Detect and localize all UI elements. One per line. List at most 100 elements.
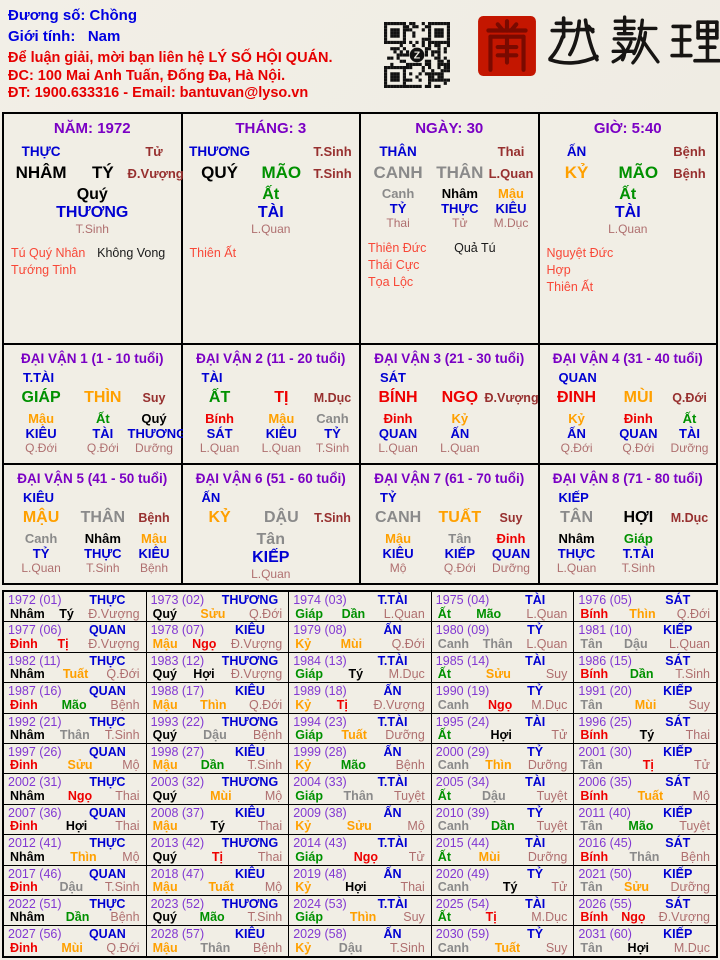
year-chi: Mão — [340, 758, 366, 773]
daivan-god: KIÊU — [23, 490, 55, 505]
year-god: TÀI — [525, 896, 546, 911]
year-label: 2022 (51) — [8, 896, 62, 911]
year-cell-line1: 1987 (16) QUAN — [4, 684, 146, 699]
year-state: Đ.Vượng — [230, 667, 283, 682]
year-cell: 1982 (11) THỰC Nhâm Tuất Q.Đới — [4, 652, 146, 683]
hidden-can: Bính — [205, 411, 234, 426]
year-label: 2012 (41) — [8, 836, 62, 851]
year-can: Mậu — [152, 697, 178, 712]
year-god: THƯƠNG — [221, 714, 279, 729]
year-cell-line1: 2031 (60) KIẾP — [574, 927, 716, 942]
year-cell-line1: 2010 (39) TỶ — [432, 806, 574, 821]
year-state: Tuyệt — [536, 788, 568, 803]
year-chi: Hợi — [65, 819, 88, 834]
year-cell-line2: Mậu Thân Bệnh — [147, 941, 289, 955]
hidden-can: Giáp — [623, 531, 653, 546]
hidden-stem: Ất TÀI Q.Đới — [78, 411, 127, 456]
daivan-main-row: ẤT TỊ M.Dục — [183, 389, 360, 407]
year-cell-line2: Bính Ngọ Đ.Vượng — [574, 911, 716, 924]
year-cell-line2: Mậu Ngọ Đ.Vượng — [147, 637, 289, 651]
year-label: 2018 (47) — [150, 866, 205, 881]
year-god: KIẾP — [663, 805, 693, 820]
pillar-can: CANH — [373, 163, 423, 182]
year-god: THỰC — [89, 836, 126, 851]
year-cell-line2: Canh Thìn Dưỡng — [432, 759, 574, 772]
daivan-title: ĐẠI VẬN 4 (31 - 40 tuổi) — [552, 351, 703, 366]
year-chi: Dậu — [203, 728, 227, 743]
daivan-can: ẤT — [208, 389, 231, 406]
hidden-god: T.TÀI — [622, 546, 654, 561]
year-god: ẤN — [383, 866, 402, 881]
year-state: Mộ — [264, 788, 283, 803]
year-label: 1981 (10) — [578, 623, 632, 638]
daivan-title: ĐẠI VẬN 8 (71 - 80 tuổi) — [552, 471, 703, 486]
year-god: ẤN — [383, 805, 402, 820]
hidden-can: Nhâm — [84, 531, 121, 546]
year-cell-line1: 2020 (49) TỶ — [432, 867, 574, 882]
year-state: L.Quan — [383, 606, 425, 621]
hidden-stem: Tân KIẾP Q.Đới — [435, 531, 484, 576]
pillar-god-row: THÂN Thai — [361, 144, 538, 159]
hidden-can: Mậu — [28, 411, 55, 426]
year-god: THƯƠNG — [221, 653, 279, 668]
year-cell-line2: Quý Tị Thai — [147, 850, 289, 864]
year-cell: 2010 (39) TỶ Canh Dần Tuyệt — [431, 804, 574, 835]
year-cell-line1: 2007 (36) QUAN — [4, 806, 146, 821]
year-cell-line2: Giáp Tý M.Dục — [289, 668, 431, 681]
year-state: Dưỡng — [527, 758, 568, 773]
year-state: Thai — [400, 880, 425, 895]
year-cell-line1: 1984 (13) T.TÀI — [289, 654, 431, 669]
year-label: 2016 (45) — [578, 836, 632, 851]
daivan-main-row: BÍNH NGỌ Đ.Vượng — [361, 389, 539, 407]
year-cell-line1: 1973 (02) THƯƠNG — [147, 593, 289, 608]
year-cell: 1983 (12) THƯƠNG Quý Hợi Đ.Vượng — [146, 652, 289, 683]
year-label: 1994 (23) — [293, 714, 347, 729]
year-state: Thai — [685, 728, 710, 743]
year-cell-line2: Ất Tị M.Dục — [432, 911, 574, 924]
year-cell: 1985 (14) TÀI Ất Sửu Suy — [431, 652, 574, 683]
year-cell-line1: 1978 (07) KIÊU — [147, 623, 289, 638]
year-state: Q.Đới — [391, 636, 425, 651]
year-cell: 1976 (05) SÁT Bính Thìn Q.Đới — [574, 592, 716, 622]
year-can: Bính — [580, 728, 609, 743]
year-god: TỶ — [527, 927, 544, 942]
year-can: Quý — [152, 910, 177, 925]
hidden-stem-group: Ất TÀI L.Quan — [540, 186, 717, 236]
year-chi: Dần — [491, 819, 515, 834]
year-god: ẤN — [383, 684, 402, 699]
hidden-god: KIÊU — [382, 546, 414, 561]
red-seal-icon — [477, 15, 537, 77]
year-chi: Thìn — [629, 606, 656, 621]
daivan-main-row: TÂN HỢI M.Dục — [540, 509, 717, 527]
daivan-chi: HỢI — [623, 509, 654, 526]
year-cell: 1994 (23) T.TÀI Giáp Tuất Dưỡng — [289, 713, 431, 743]
hidden-stem: Mậu KIÊU Mộ — [361, 531, 435, 576]
year-state: Suy — [545, 667, 568, 682]
star-label: Tọa Lộc — [368, 275, 414, 289]
pillar-title: NGÀY: 30 — [415, 120, 484, 137]
year-god: THƯƠNG — [221, 593, 279, 607]
year-cell: 2020 (49) TỶ Canh Tý Tử — [431, 865, 574, 895]
pillar-column-1: NĂM: 1972 THỰC Tử NHÂM TÝ Đ.Vượng Quý THƯƠNG T.S… — [4, 114, 184, 343]
year-can: Canh — [437, 697, 470, 712]
hidden-state: Thai — [386, 216, 410, 230]
year-cell-line1: 1991 (20) KIẾP — [574, 684, 716, 699]
year-state: Dưỡng — [385, 728, 425, 743]
pillar-god: THƯƠNG — [189, 144, 251, 159]
year-label: 1998 (27) — [150, 744, 205, 759]
year-state: Suy — [688, 697, 710, 712]
pillar-state: L.Quan — [488, 166, 534, 181]
star-row: Tọa Lộc — [368, 274, 531, 291]
year-state: Bệnh — [395, 758, 425, 773]
year-can: Quý — [152, 728, 177, 743]
pillar-title: THÁNG: 3 — [235, 120, 307, 137]
year-state: Suy — [403, 910, 425, 925]
dai-van-grid: ĐẠI VẬN 1 (1 - 10 tuổi) T.TÀI GIÁP THÌN Suy M… — [2, 345, 718, 585]
daivan-state: Q.Đới — [672, 391, 707, 405]
year-state: Mộ — [692, 788, 710, 803]
year-cell-line1: 2023 (52) THƯƠNG — [147, 897, 289, 912]
year-cell-line1: 1985 (14) TÀI — [432, 654, 574, 669]
year-can: Kỷ — [295, 697, 312, 712]
hidden-state: L.Quan — [251, 567, 291, 581]
year-cell-line2: Đinh Mão Bệnh — [4, 698, 146, 712]
